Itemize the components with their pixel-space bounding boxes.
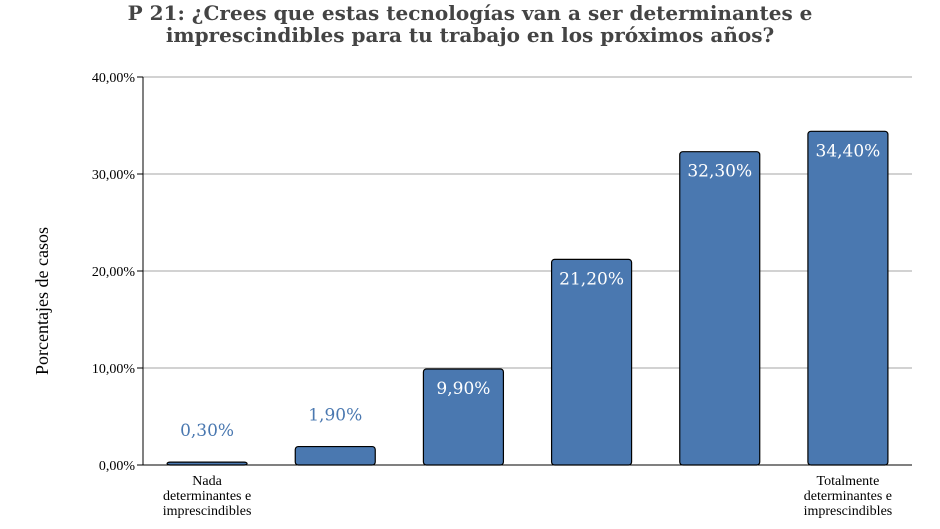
bar [166,461,248,466]
x-tick-label: imprescindibles [163,504,252,519]
chart-title: P 21: ¿Crees que estas tecnologías van a… [0,2,940,46]
y-tick-label: 0,00% [99,459,136,474]
y-axis-label: Porcentajes de casos [32,227,52,375]
y-tick-label: 10,00% [92,362,136,377]
bar [679,151,761,466]
y-tick-label: 40,00% [92,71,136,86]
bar [294,445,376,466]
data-label: 9,90% [436,379,490,399]
chart-title-line-1: P 21: ¿Crees que estas tecnologías van a… [127,1,813,25]
x-tick-label: determinantes e [804,489,892,504]
data-label: 32,30% [687,162,752,182]
x-tick-label: imprescindibles [804,504,893,519]
data-label: 0,30% [180,421,234,441]
chart-title-line-2: imprescindibles para tu trabajo en los p… [165,23,775,47]
y-tick-label: 20,00% [92,265,136,280]
y-tick-label: 30,00% [92,168,136,183]
bar [550,258,633,466]
bar [807,130,889,466]
x-tick-label: determinantes e [163,489,251,504]
data-label: 1,90% [308,406,362,426]
x-tick-label: Nada [192,474,222,489]
x-tick-label: Totalmente [817,474,880,489]
data-label: 21,20% [559,269,624,289]
bar [422,368,505,466]
data-label: 34,40% [816,141,881,161]
